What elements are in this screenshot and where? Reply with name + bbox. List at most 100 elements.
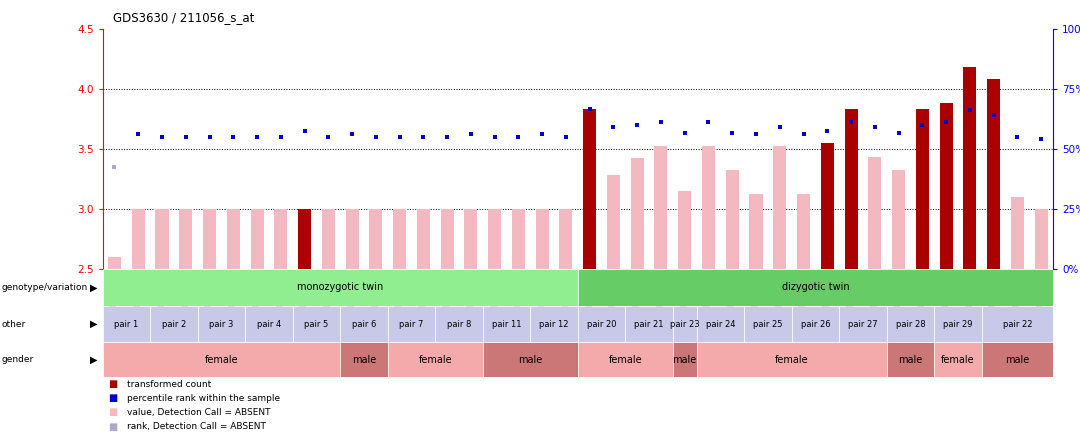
Bar: [578, 306, 625, 342]
Bar: [916, 109, 929, 269]
Bar: [483, 342, 578, 377]
Text: pair 12: pair 12: [539, 320, 569, 329]
Bar: [559, 209, 572, 269]
Bar: [441, 209, 454, 269]
Text: male: male: [1005, 355, 1029, 365]
Text: pair 28: pair 28: [895, 320, 926, 329]
Text: pair 3: pair 3: [210, 320, 233, 329]
Bar: [744, 306, 792, 342]
Text: pair 21: pair 21: [634, 320, 664, 329]
Bar: [1035, 209, 1048, 269]
Bar: [198, 306, 245, 342]
Text: pair 6: pair 6: [352, 320, 376, 329]
Text: ■: ■: [108, 379, 118, 389]
Bar: [298, 209, 311, 269]
Text: pair 1: pair 1: [114, 320, 138, 329]
Bar: [578, 342, 673, 377]
Bar: [845, 109, 858, 269]
Bar: [578, 269, 1053, 306]
Bar: [750, 194, 762, 269]
Bar: [203, 209, 216, 269]
Text: pair 4: pair 4: [257, 320, 281, 329]
Text: rank, Detection Call = ABSENT: rank, Detection Call = ABSENT: [127, 422, 267, 431]
Text: dizygotic twin: dizygotic twin: [782, 282, 849, 293]
Text: transformed count: transformed count: [127, 380, 212, 388]
Text: pair 11: pair 11: [491, 320, 522, 329]
Bar: [678, 191, 691, 269]
Bar: [987, 79, 1000, 269]
Text: monozygotic twin: monozygotic twin: [297, 282, 383, 293]
Text: male: male: [518, 355, 542, 365]
Text: pair 26: pair 26: [800, 320, 831, 329]
Bar: [530, 306, 578, 342]
Bar: [673, 342, 697, 377]
Text: female: female: [941, 355, 975, 365]
Bar: [388, 306, 435, 342]
Text: ▶: ▶: [90, 355, 97, 365]
Text: pair 27: pair 27: [848, 320, 878, 329]
Text: female: female: [418, 355, 453, 365]
Bar: [963, 67, 976, 269]
Bar: [483, 306, 530, 342]
Bar: [512, 209, 525, 269]
Bar: [631, 159, 644, 269]
Text: pair 22: pair 22: [1002, 320, 1032, 329]
Text: value, Detection Call = ABSENT: value, Detection Call = ABSENT: [127, 408, 271, 417]
Bar: [103, 269, 578, 306]
Bar: [536, 209, 549, 269]
Text: pair 25: pair 25: [753, 320, 783, 329]
Text: other: other: [1, 320, 25, 329]
Text: percentile rank within the sample: percentile rank within the sample: [127, 394, 281, 403]
Bar: [892, 170, 905, 269]
Bar: [773, 147, 786, 269]
Text: pair 20: pair 20: [586, 320, 617, 329]
Bar: [293, 306, 340, 342]
Text: pair 7: pair 7: [400, 320, 423, 329]
Bar: [654, 147, 667, 269]
Bar: [150, 306, 198, 342]
Bar: [982, 342, 1053, 377]
Bar: [839, 306, 887, 342]
Text: GDS3630 / 211056_s_at: GDS3630 / 211056_s_at: [113, 12, 255, 24]
Bar: [388, 342, 483, 377]
Bar: [417, 209, 430, 269]
Bar: [726, 170, 739, 269]
Bar: [887, 306, 934, 342]
Bar: [934, 342, 982, 377]
Bar: [227, 209, 240, 269]
Bar: [103, 306, 150, 342]
Text: ■: ■: [108, 408, 118, 417]
Bar: [132, 209, 145, 269]
Text: gender: gender: [1, 355, 33, 364]
Text: pair 24: pair 24: [705, 320, 735, 329]
Text: ■: ■: [108, 422, 118, 432]
Bar: [393, 209, 406, 269]
Text: ■: ■: [108, 393, 118, 403]
Text: pair 8: pair 8: [447, 320, 471, 329]
Bar: [982, 306, 1053, 342]
Bar: [245, 306, 293, 342]
Bar: [697, 306, 744, 342]
Text: genotype/variation: genotype/variation: [1, 283, 87, 292]
Text: female: female: [774, 355, 809, 365]
Bar: [274, 209, 287, 269]
Bar: [340, 306, 388, 342]
Bar: [625, 306, 673, 342]
Bar: [179, 209, 192, 269]
Bar: [1011, 197, 1024, 269]
Bar: [792, 306, 839, 342]
Bar: [607, 175, 620, 269]
Bar: [346, 209, 359, 269]
Text: pair 29: pair 29: [943, 320, 973, 329]
Text: pair 23: pair 23: [670, 320, 700, 329]
Bar: [940, 103, 953, 269]
Bar: [488, 209, 501, 269]
Text: ▶: ▶: [90, 282, 97, 293]
Text: male: male: [899, 355, 922, 365]
Bar: [156, 209, 168, 269]
Bar: [583, 109, 596, 269]
Bar: [934, 306, 982, 342]
Text: female: female: [204, 355, 239, 365]
Text: female: female: [608, 355, 643, 365]
Bar: [697, 342, 887, 377]
